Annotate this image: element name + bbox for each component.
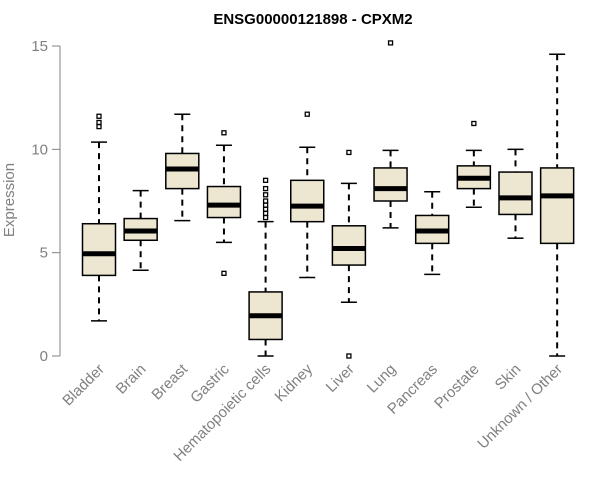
outlier-point: [96, 119, 102, 126]
outlier-point: [262, 177, 269, 183]
outlier-point: [346, 149, 352, 156]
y-axis-label: Expression: [1, 163, 18, 237]
y-axis: 0 5 10 15: [31, 38, 61, 365]
x-tick-label: Skin: [492, 361, 525, 394]
y-tick-label: 15: [31, 38, 48, 55]
box-group-hematopoietic-cells: [248, 177, 283, 357]
box-group-liver: [331, 149, 367, 359]
iqr-box: [539, 167, 575, 245]
outlier-point: [304, 111, 310, 117]
outlier-point: [221, 270, 227, 276]
iqr-box: [498, 171, 533, 216]
boxes: [81, 40, 575, 359]
chart-title: ENSG00000121898 - CPXM2: [213, 11, 412, 28]
iqr-box: [373, 167, 408, 202]
outlier-point: [262, 202, 269, 208]
outlier-point: [96, 113, 102, 119]
iqr-box: [206, 185, 242, 219]
outlier-point: [262, 210, 269, 217]
box-group-brain: [123, 189, 158, 271]
box-group-kidney: [290, 111, 325, 279]
outlier-point: [221, 130, 227, 136]
y-tick-label: 5: [40, 245, 48, 262]
box-group-pancreas: [414, 190, 450, 276]
outlier-point: [262, 185, 269, 192]
box-group-lung: [373, 40, 408, 229]
x-tick-label: Kidney: [272, 360, 317, 405]
iqr-box: [290, 179, 325, 223]
x-tick-label: Breast: [148, 360, 191, 403]
x-tick-label: Bladder: [59, 361, 108, 410]
outlier-point: [96, 123, 102, 130]
x-tick-label: Prostate: [431, 361, 483, 413]
x-tick-label: Brain: [113, 361, 150, 398]
box-group-unknown-other: [539, 53, 575, 357]
iqr-box: [331, 225, 367, 266]
x-tick-label: Lung: [364, 361, 400, 397]
box-group-prostate: [456, 120, 492, 208]
box-group-breast: [165, 113, 200, 222]
outlier-point: [387, 40, 394, 46]
y-tick-label: 10: [31, 141, 48, 158]
y-tick-label: 0: [40, 348, 48, 365]
box-group-bladder: [81, 113, 117, 322]
outlier-point: [262, 192, 269, 198]
outlier-point: [262, 206, 269, 212]
outlier-point: [262, 214, 269, 221]
outlier-point: [471, 120, 477, 127]
outlier-point: [262, 198, 269, 204]
box-group-gastric: [206, 130, 242, 276]
x-tick-label: Liver: [323, 361, 358, 396]
iqr-box: [81, 222, 117, 277]
outlier-point: [346, 353, 352, 359]
box-group-skin: [498, 148, 533, 239]
